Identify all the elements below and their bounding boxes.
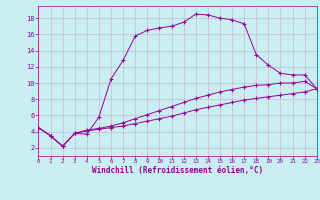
X-axis label: Windchill (Refroidissement éolien,°C): Windchill (Refroidissement éolien,°C) — [92, 166, 263, 175]
